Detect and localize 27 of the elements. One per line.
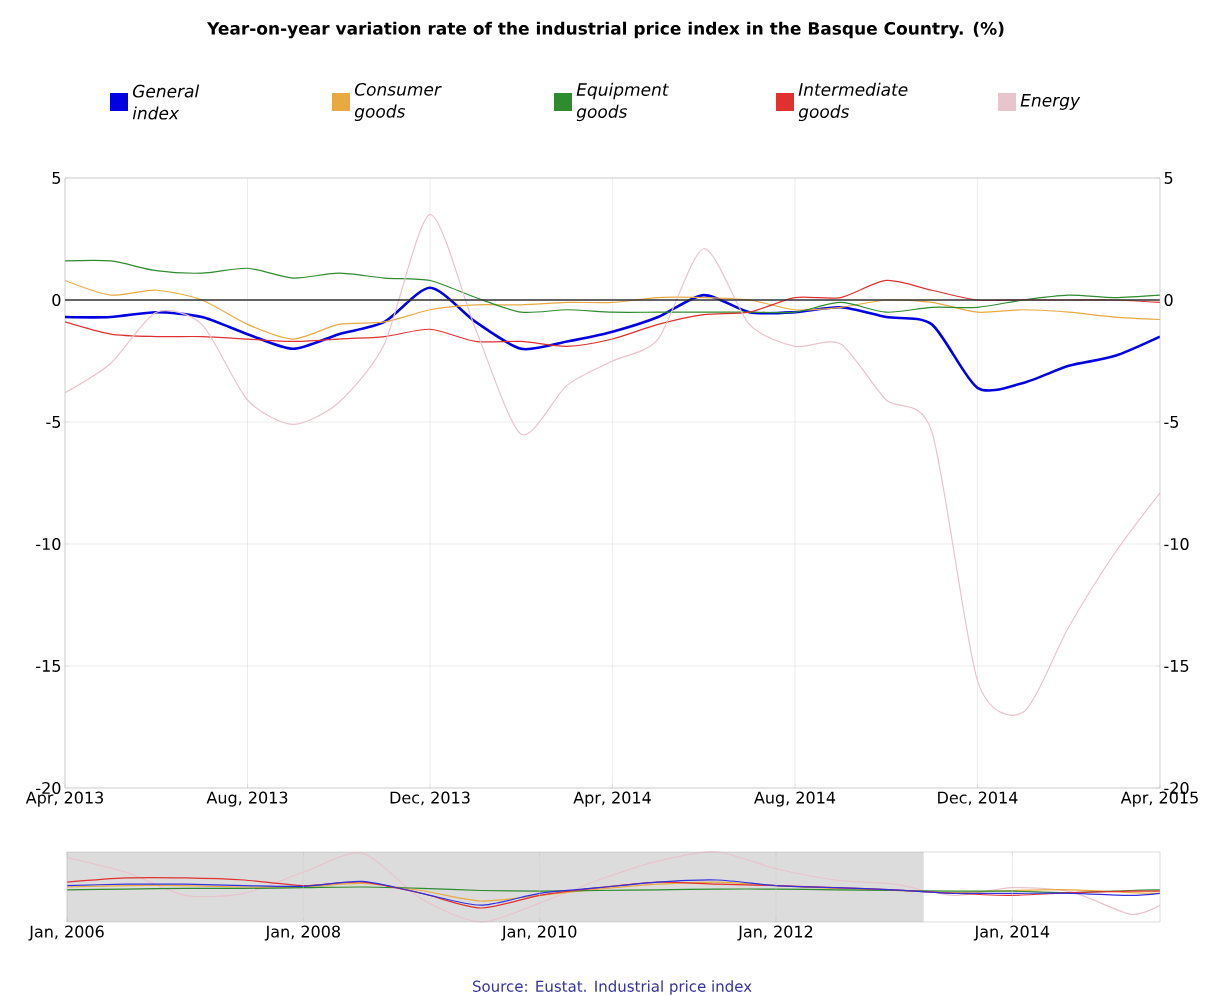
x-tick-label: Jan, 2012 bbox=[737, 925, 813, 941]
y2-tick-label: 5 bbox=[1164, 172, 1173, 184]
x-tick-label: Dec, 2013 bbox=[390, 791, 470, 806]
y-tick-label: 0 bbox=[52, 293, 61, 307]
x-tick-label: Apr, 2014 bbox=[573, 791, 651, 807]
y2-tick-label: -15 bbox=[1164, 660, 1189, 672]
legend-label: Consumer goods bbox=[354, 82, 442, 122]
legend-label: General index bbox=[132, 84, 200, 120]
y2-tick-label: 0 bbox=[1164, 293, 1173, 307]
x-tick-label: Jan, 2006 bbox=[28, 925, 104, 941]
y-tick-label: -5 bbox=[46, 416, 61, 428]
x-tick-label: Jan, 2008 bbox=[264, 925, 340, 941]
y-tick-label: -10 bbox=[36, 537, 61, 551]
x-tick-label: Jan, 2010 bbox=[501, 925, 577, 941]
chart-title: Year-on-year variation rate of the industrial price index in the Basque Country. (%) bbox=[206, 21, 1004, 39]
legend-label: Energy bbox=[1020, 94, 1081, 110]
y-tick-label: -15 bbox=[36, 660, 61, 672]
x-tick-label: Aug, 2014 bbox=[754, 791, 836, 807]
legend-label: Intermediate goods bbox=[798, 82, 908, 122]
y2-tick-label: -10 bbox=[1164, 537, 1189, 551]
x-tick-label: Dec, 2014 bbox=[938, 791, 1018, 806]
legend-label: Equipment goods bbox=[576, 82, 670, 122]
x-tick-label: Aug, 2013 bbox=[206, 791, 288, 807]
x-tick-label: Jan, 2014 bbox=[973, 925, 1050, 941]
y2-tick-label: -5 bbox=[1164, 416, 1179, 428]
source-note: Source: Eustat. Industrial price index bbox=[472, 980, 752, 995]
y-tick-label: 5 bbox=[52, 172, 61, 184]
